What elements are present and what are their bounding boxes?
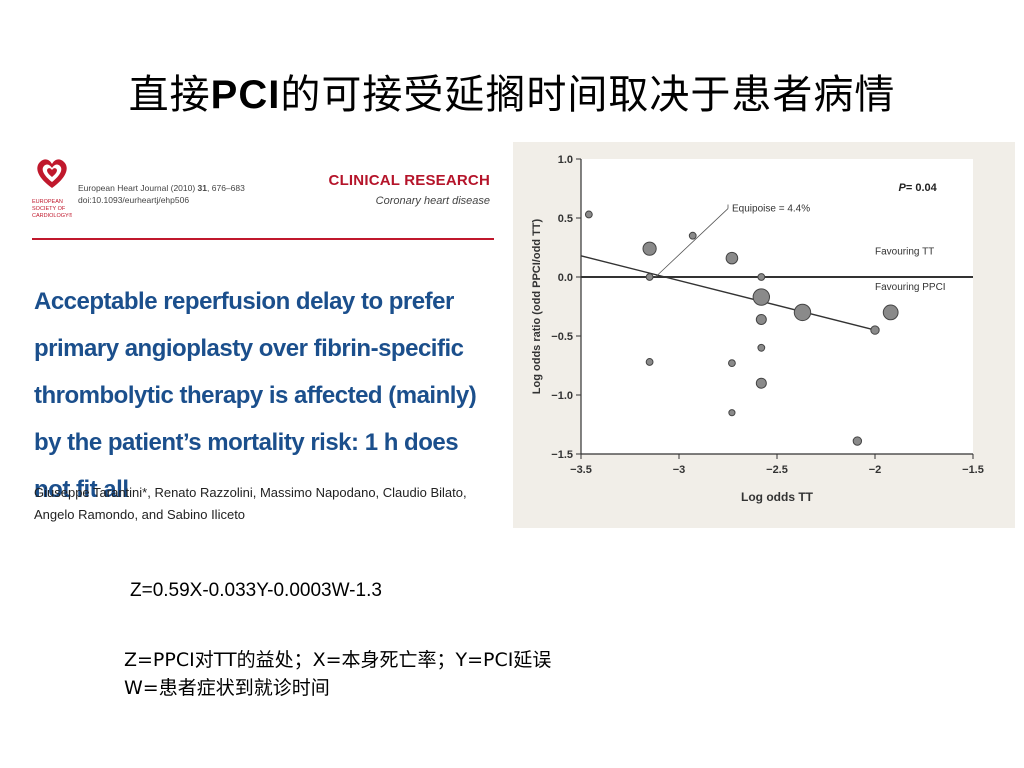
data-point [725,251,739,265]
data-point [757,273,766,281]
x-tick-label: −2 [869,464,882,476]
slide-title: 直接PCI的可接受延搁时间取决于患者病情 [128,72,896,118]
data-point [584,210,593,219]
equipoise-annotation: Equipoise = 4.4% [732,204,810,215]
y-tick-label: 0.5 [558,213,573,225]
data-point [793,303,812,322]
x-tick-label: −3 [673,464,686,476]
y-axis-label: Log odds ratio (odd PPCI/odd TT) [531,218,543,394]
section-label: CLINICAL RESEARCH [328,172,490,189]
society-line-1: EUROPEAN [32,199,63,205]
section-header: CLINICAL RESEARCH Coronary heart disease [329,172,490,207]
data-point [645,273,654,281]
data-point [645,358,654,366]
x-tick-label: −2.5 [766,464,788,476]
region-label-tt: Favouring TT [875,247,934,258]
subsection-label: Coronary heart disease [375,195,490,207]
data-point [642,241,657,256]
data-point [688,231,697,240]
esc-heart-logo-icon: EUROPEAN SOCIETY OF CARDIOLOGY® [32,159,72,219]
plot-area [581,159,973,454]
variable-notes: Z=PPCI对TT的益处；X=本身死亡率；Y=PCI延误 W=患者症状到就诊时间 [124,646,551,702]
p-value-label: P= 0.04 [899,182,938,194]
x-axis-label: Log odds TT [741,490,814,504]
scatter-chart-panel: 1.0 0.5 0.0 −0.5 −1.0 −1.5 −3.5 −3 −2.5 −2 −1.5 Log… [513,142,1015,528]
equipoise-leader [655,208,729,278]
region-label-ppci: Favouring PPCI [875,282,946,293]
p-value: = 0.04 [906,182,938,194]
y-tick-label: 1.0 [558,154,573,166]
data-point [882,304,899,321]
article-title: Acceptable reperfusion delay to prefer p… [34,288,477,503]
data-point [755,377,767,389]
x-tick-label: −1.5 [962,464,984,476]
header-rule [32,238,494,240]
y-tick-label: −1.0 [551,390,573,402]
journal-citation: European Heart Journal (2010) 31, 676–68… [78,183,245,205]
society-line-3: CARDIOLOGY® [32,212,72,219]
data-point [870,325,880,335]
y-tick-label: −1.5 [551,449,573,461]
note-line-2: W=患者症状到就诊时间 [124,677,330,699]
y-tick-label: −0.5 [551,331,573,343]
data-point [752,288,771,306]
p-symbol: P [899,182,907,194]
data-point [852,436,863,446]
x-tick-label: −3.5 [570,464,592,476]
data-point [728,409,736,417]
paper-snapshot: EUROPEAN SOCIETY OF CARDIOLOGY® European… [30,142,500,530]
society-line-2: SOCIETY OF [32,206,66,212]
y-tick-label: 0.0 [558,272,573,284]
scatter-chart: 1.0 0.5 0.0 −0.5 −1.0 −1.5 −3.5 −3 −2.5 −2 −1.5 Log… [531,154,984,504]
data-point [757,343,766,352]
data-point [728,359,736,368]
data-point [755,313,767,325]
regression-line [580,255,876,331]
author-list: Giuseppe Tarantini*, Renato Razzolini, M… [34,485,467,522]
note-line-1: Z=PPCI对TT的益处；X=本身死亡率；Y=PCI延误 [124,649,552,671]
equation: Z=0.59X-0.033Y-0.0003W-1.3 [130,580,382,601]
